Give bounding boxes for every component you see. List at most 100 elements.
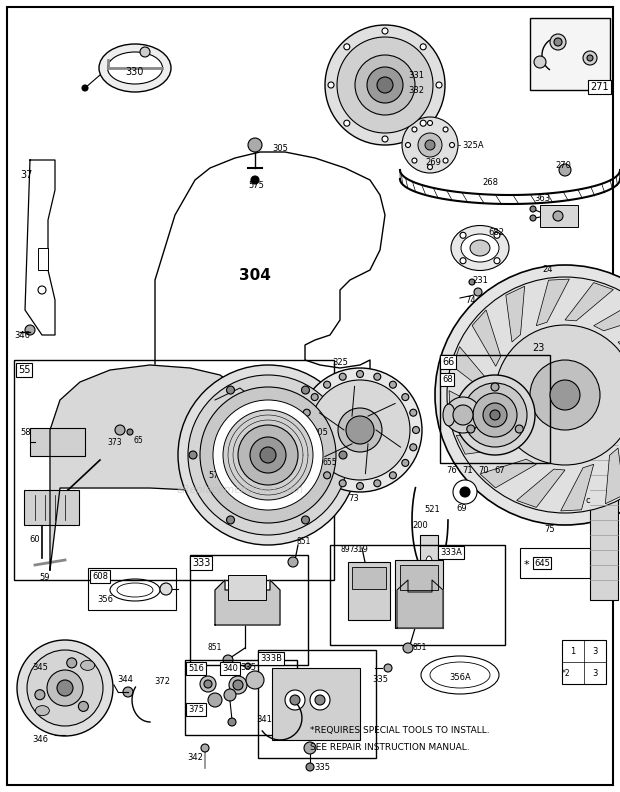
- Circle shape: [339, 480, 346, 487]
- Circle shape: [554, 38, 562, 46]
- Circle shape: [436, 82, 442, 88]
- Circle shape: [377, 77, 393, 93]
- Ellipse shape: [461, 234, 499, 262]
- Polygon shape: [50, 365, 250, 570]
- Circle shape: [328, 82, 334, 88]
- Circle shape: [491, 383, 499, 391]
- Polygon shape: [536, 279, 569, 326]
- Circle shape: [583, 51, 597, 65]
- Circle shape: [301, 516, 309, 524]
- Text: 575: 575: [248, 181, 264, 189]
- Circle shape: [324, 381, 330, 388]
- Text: 37: 37: [20, 170, 32, 180]
- Ellipse shape: [470, 240, 490, 256]
- Text: 3: 3: [592, 646, 598, 656]
- Text: 305: 305: [272, 143, 288, 153]
- Circle shape: [324, 472, 330, 479]
- Text: 373: 373: [108, 437, 122, 447]
- Text: 851: 851: [208, 643, 222, 653]
- Circle shape: [382, 136, 388, 142]
- Bar: [440, 355, 550, 463]
- Text: 346: 346: [14, 330, 30, 340]
- Circle shape: [339, 373, 346, 380]
- Circle shape: [374, 480, 381, 487]
- Text: 60: 60: [30, 535, 40, 545]
- Circle shape: [338, 408, 382, 452]
- Circle shape: [450, 143, 454, 147]
- Circle shape: [412, 158, 417, 163]
- Text: 335: 335: [372, 676, 388, 684]
- Circle shape: [467, 425, 475, 433]
- Bar: [540, 205, 578, 227]
- Circle shape: [460, 232, 466, 238]
- Circle shape: [490, 410, 500, 420]
- Text: 682: 682: [488, 227, 504, 237]
- Text: eReplacementParts.com: eReplacementParts.com: [177, 485, 304, 495]
- Circle shape: [238, 425, 298, 485]
- Circle shape: [260, 447, 276, 463]
- Circle shape: [403, 643, 413, 653]
- Circle shape: [310, 380, 410, 480]
- Polygon shape: [155, 152, 385, 465]
- Circle shape: [311, 394, 318, 401]
- Text: 851: 851: [297, 538, 311, 546]
- Circle shape: [208, 693, 222, 707]
- Polygon shape: [605, 448, 620, 504]
- Circle shape: [288, 557, 298, 567]
- Polygon shape: [594, 302, 620, 331]
- Text: 65: 65: [133, 436, 143, 444]
- Text: 319: 319: [352, 546, 368, 554]
- Circle shape: [226, 386, 234, 394]
- Circle shape: [447, 277, 620, 513]
- Circle shape: [494, 257, 500, 264]
- Circle shape: [339, 451, 347, 459]
- Circle shape: [304, 742, 316, 754]
- Text: 645: 645: [534, 558, 550, 568]
- Circle shape: [200, 676, 216, 692]
- Text: 1: 1: [570, 646, 575, 656]
- Ellipse shape: [107, 52, 162, 84]
- Polygon shape: [516, 469, 565, 508]
- Circle shape: [515, 425, 523, 433]
- Circle shape: [402, 117, 458, 173]
- Circle shape: [223, 655, 233, 665]
- Circle shape: [367, 67, 403, 103]
- Circle shape: [47, 670, 83, 706]
- Circle shape: [402, 459, 409, 466]
- Circle shape: [178, 365, 358, 545]
- Bar: [400, 565, 438, 590]
- Circle shape: [460, 257, 466, 264]
- Circle shape: [35, 690, 45, 699]
- Text: 356A: 356A: [449, 673, 471, 683]
- Circle shape: [346, 416, 374, 444]
- Text: 58: 58: [20, 428, 30, 436]
- Text: 270: 270: [555, 161, 571, 169]
- Polygon shape: [560, 464, 594, 511]
- Bar: [24, 490, 79, 525]
- Text: 305: 305: [312, 428, 328, 436]
- Circle shape: [530, 360, 600, 430]
- Bar: [590, 390, 618, 600]
- Bar: [420, 535, 438, 603]
- Circle shape: [530, 215, 536, 221]
- Text: 325: 325: [332, 357, 348, 367]
- Circle shape: [428, 165, 433, 169]
- Circle shape: [290, 695, 300, 705]
- Circle shape: [530, 206, 536, 212]
- Ellipse shape: [81, 661, 95, 670]
- Circle shape: [410, 444, 417, 451]
- Circle shape: [310, 690, 330, 710]
- Circle shape: [425, 140, 435, 150]
- Circle shape: [453, 405, 473, 425]
- Circle shape: [443, 127, 448, 132]
- Text: 268: 268: [482, 177, 498, 186]
- Polygon shape: [472, 310, 501, 366]
- Text: 341: 341: [256, 715, 272, 725]
- Polygon shape: [25, 160, 55, 335]
- Text: 70: 70: [479, 466, 489, 474]
- Circle shape: [223, 410, 313, 500]
- Bar: [330, 545, 505, 645]
- Ellipse shape: [443, 404, 455, 426]
- Circle shape: [559, 164, 571, 176]
- Circle shape: [17, 640, 113, 736]
